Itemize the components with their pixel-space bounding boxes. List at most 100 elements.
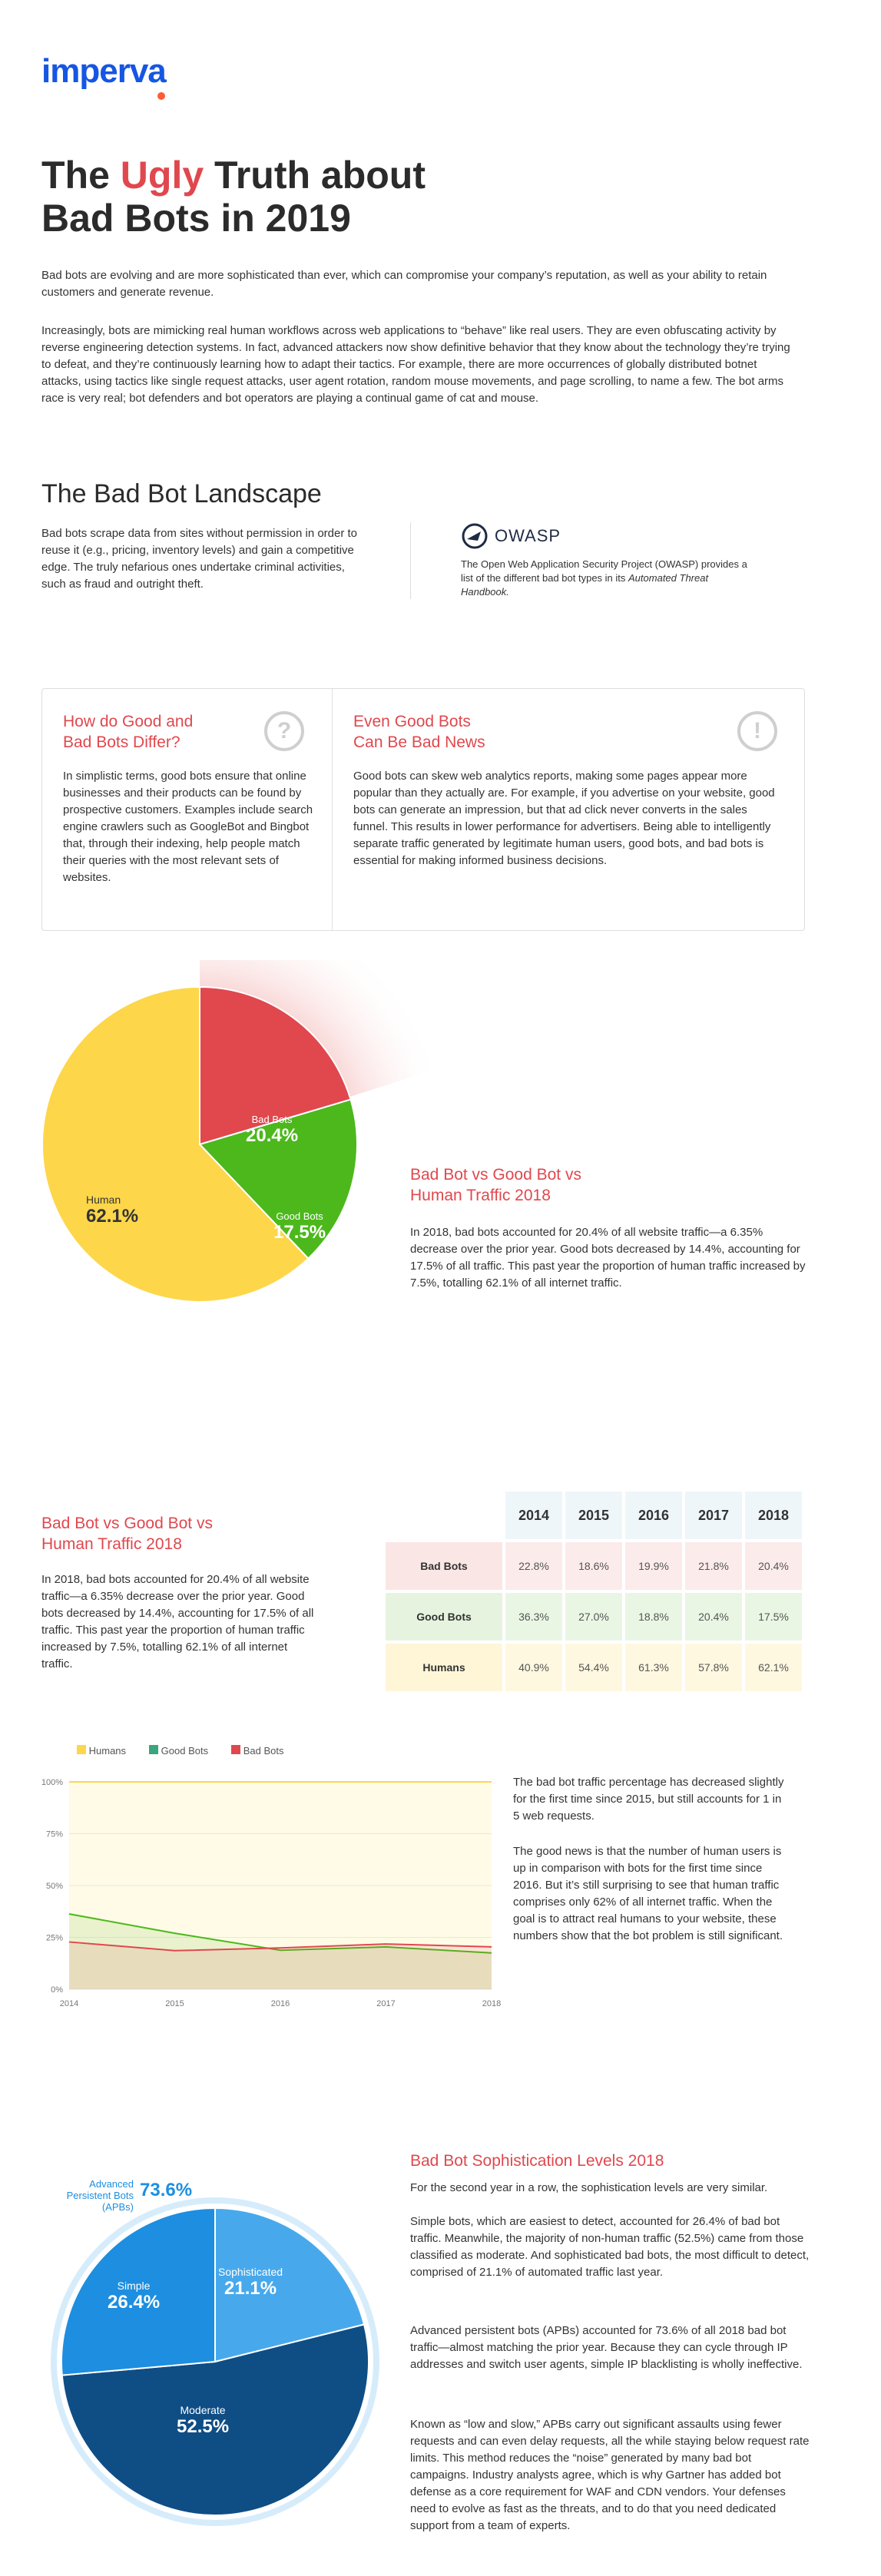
y-tick-100%: 100%: [41, 1778, 63, 1787]
title-part2: Truth about: [204, 154, 426, 197]
table-row-bad-bots-cell-2018: 20.4%: [745, 1542, 802, 1590]
pie1-label-good-name: Good Bots: [276, 1210, 323, 1222]
x-tick-2015: 2015: [165, 1999, 184, 2008]
table-heading: Bad Bot vs Good Bot vs Human Traffic 201…: [41, 1513, 213, 1555]
question-icon: ?: [264, 711, 304, 751]
legend-bad-swatch: [231, 1745, 241, 1754]
pie2-simple-value: 26.4%: [108, 2292, 161, 2313]
pie1-region: [0, 960, 881, 1390]
table-header-2016: 2016: [625, 1492, 682, 1539]
y-tick-0%: 0%: [51, 1985, 63, 1995]
soph-text-1: For the second year in a row, the sophis…: [410, 2181, 768, 2194]
legend-humans: Humans: [77, 1745, 126, 1757]
y-tick-50%: 50%: [46, 1882, 63, 1891]
pie2-mod-name: Moderate: [180, 2404, 226, 2416]
card-left-title-line1: How do Good and: [63, 713, 194, 730]
table-row-humans-cell-2018: 62.1%: [745, 1644, 802, 1691]
table-row-bad-bots-cell-2015: 18.6%: [565, 1542, 622, 1590]
pie1-text: In 2018, bad bots accounted for 20.4% of…: [410, 1226, 806, 1290]
apb-label-line1: Advanced: [89, 2178, 134, 2190]
legend-humans-swatch: [77, 1745, 86, 1754]
soph-text-2: Simple bots, which are easiest to detect…: [410, 2215, 810, 2279]
card-divider: [332, 689, 333, 930]
exclamation-icon: !: [737, 711, 777, 751]
table-row-bad-bots-cell-2017: 21.8%: [685, 1542, 742, 1590]
card-right-title: Even Good Bots Can Be Bad News: [353, 711, 485, 753]
area-bad-bots: [69, 1942, 492, 1989]
area-chart-svg: 0% 25% 50% 75% 100% 2014 2015 2016 2017 2018: [41, 1778, 501, 2008]
table-row-humans-cell-2017: 57.8%: [685, 1644, 742, 1691]
bots-comparison-box: [41, 688, 805, 931]
landscape-heading: The Bad Bot Landscape: [41, 479, 322, 508]
pie1-label-good-value: 17.5%: [273, 1222, 326, 1243]
table-row-good-bots-cell-2017: 20.4%: [685, 1593, 742, 1641]
pie1-label-human-name: Human: [86, 1194, 121, 1206]
legend-bad-label: Bad Bots: [243, 1745, 284, 1757]
table-heading-line2: Human Traffic 2018: [41, 1535, 182, 1553]
y-tick-75%: 75%: [46, 1830, 63, 1839]
table-row-good-bots-cell-2016: 18.8%: [625, 1593, 682, 1641]
pie2-soph-name: Sophisticated: [218, 2266, 283, 2278]
owasp-wasp-icon: [462, 523, 488, 549]
line-text-2: The good news is that the number of huma…: [513, 1845, 783, 1942]
owasp-logo[interactable]: OWASP: [461, 522, 561, 550]
owasp-logo-text: OWASP: [495, 526, 561, 545]
pie2-label-simple: Simple 26.4%: [108, 2280, 160, 2313]
legend-good-swatch: [149, 1745, 159, 1754]
pie2-label-sophisticated: Sophisticated 21.1%: [218, 2266, 283, 2300]
table-row-bad-bots-cell-2014: 22.8%: [505, 1542, 562, 1590]
owasp-handbook-link[interactable]: Automated Threat Handbook.: [461, 572, 709, 598]
x-tick-2014: 2014: [60, 1999, 78, 2008]
soph-text-4: Known as “low and slow,” APBs carry out …: [410, 2418, 810, 2532]
table-row-good-bots-cell-2018: 17.5%: [745, 1593, 802, 1641]
traffic-table: 2014 2015 2016 2017 2018 Bad Bots 22.8% 18.6% 19…: [386, 1492, 805, 1699]
legend-good-label: Good Bots: [161, 1745, 209, 1757]
title-line2: Bad Bots in 2019: [41, 197, 351, 240]
table-heading-line1: Bad Bot vs Good Bot vs: [41, 1515, 213, 1532]
sophistication-heading: Bad Bot Sophistication Levels 2018: [410, 2152, 664, 2170]
y-tick-25%: 25%: [46, 1934, 63, 1943]
pie1-label-bad-value: 20.4%: [246, 1125, 299, 1146]
pie2-label-moderate: Moderate 52.5%: [177, 2404, 229, 2438]
logo-accent-dot: [157, 92, 165, 100]
pie1-heading-line2: Human Traffic 2018: [410, 1187, 551, 1204]
imperva-logo[interactable]: imperva: [41, 52, 167, 90]
table-header-2015: 2015: [565, 1492, 622, 1539]
table-row-bad-bots-label: Bad Bots: [386, 1542, 502, 1590]
pie1-svg: [41, 960, 442, 1303]
x-tick-2018: 2018: [482, 1999, 501, 2008]
pie2-simple-name: Simple: [117, 2280, 151, 2292]
card-left-text: In simplistic terms, good bots ensure th…: [63, 770, 313, 884]
pie2-slice-simple: [61, 2207, 216, 2376]
legend-humans-label: Humans: [88, 1745, 127, 1757]
pie1-slice-human: [41, 985, 310, 1303]
chart-legend: Humans Good Bots Bad Bots: [77, 1745, 284, 1757]
intro-paragraph-2: Increasingly, bots are mimicking real hu…: [41, 324, 790, 405]
table-row-humans-label: Humans: [386, 1644, 502, 1691]
pie2-outer-ring: [51, 2197, 379, 2526]
pie1-heading: Bad Bot vs Good Bot vs Human Traffic 201…: [410, 1164, 581, 1206]
pie1-label-human-value: 62.1%: [86, 1206, 139, 1227]
page-title: The Ugly Truth about Bad Bots in 2019: [41, 154, 579, 240]
pie1-slice-bad-bots: [199, 985, 352, 1146]
apb-label: Advanced Persistent Bots (APBs): [41, 2178, 134, 2213]
title-red-word: Ugly: [120, 154, 204, 197]
card-right-text: Good bots can skew web analytics reports…: [353, 770, 775, 867]
area-chart: 0% 25% 50% 75% 100% 2014 2015 2016 2017 2018: [31, 1766, 507, 2020]
soph-text-3: Advanced persistent bots (APBs) accounte…: [410, 2324, 803, 2371]
pie1-label-bad: Bad Bots 20.4%: [246, 1114, 298, 1147]
intro-paragraph-1: Bad bots are evolving and are more sophi…: [41, 269, 767, 299]
pie2-slice-moderate: [61, 2323, 369, 2516]
pie1-slice-good-bots: [198, 1098, 358, 1260]
pie1-label-good: Good Bots 17.5%: [273, 1210, 326, 1243]
pie1-heading-line1: Bad Bot vs Good Bot vs: [410, 1166, 581, 1184]
x-tick-2017: 2017: [376, 1999, 395, 2008]
pie1-label-human: Human 62.1%: [86, 1194, 138, 1227]
pie2-svg: [51, 2197, 379, 2526]
landscape-text: Bad bots scrape data from sites without …: [41, 527, 358, 591]
apb-value: 73.6%: [140, 2180, 193, 2200]
table-row-good-bots-label: Good Bots: [386, 1593, 502, 1641]
table-header-2017: 2017: [685, 1492, 742, 1539]
pie2-soph-value: 21.1%: [224, 2278, 277, 2299]
apb-label-line3: (APBs): [101, 2201, 134, 2213]
